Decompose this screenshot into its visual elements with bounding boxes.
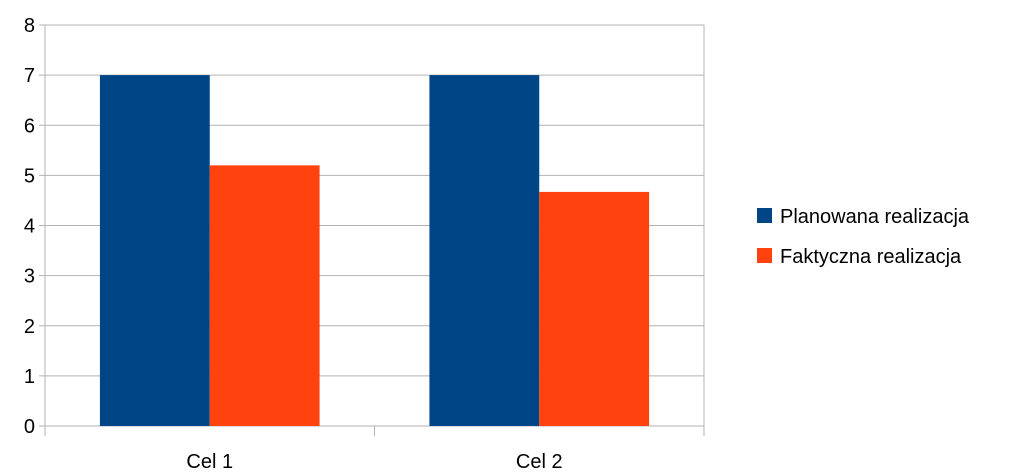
axes (39, 24, 705, 436)
bars (99, 75, 650, 426)
x-tick-label: Cel 1 (186, 451, 233, 472)
y-tick-label: 1 (24, 366, 35, 388)
y-tick-label: 2 (24, 316, 35, 338)
y-tick-label: 3 (24, 266, 35, 288)
y-tick-label: 5 (24, 165, 35, 187)
bar-planned (429, 75, 540, 426)
bar-actual (209, 165, 320, 426)
legend: Planowana realizacja Faktyczna realizacja (757, 206, 970, 268)
x-tick-label: Cel 2 (516, 451, 563, 472)
legend-swatch (757, 248, 772, 263)
y-tick-label: 7 (24, 65, 35, 87)
legend-label: Planowana realizacja (780, 206, 970, 228)
x-tick-labels: Cel 1 Cel 2 (186, 451, 562, 472)
bar-actual (539, 191, 650, 426)
y-tick-label: 8 (24, 15, 35, 37)
y-tick-label: 0 (24, 416, 35, 438)
legend-swatch (757, 208, 772, 223)
y-tick-label: 4 (24, 216, 35, 238)
legend-label: Faktyczna realizacja (780, 246, 962, 268)
y-tick-labels: 0 1 2 3 4 5 6 7 8 (24, 15, 35, 438)
y-tick-label: 6 (24, 115, 35, 137)
bar-planned (99, 75, 210, 426)
